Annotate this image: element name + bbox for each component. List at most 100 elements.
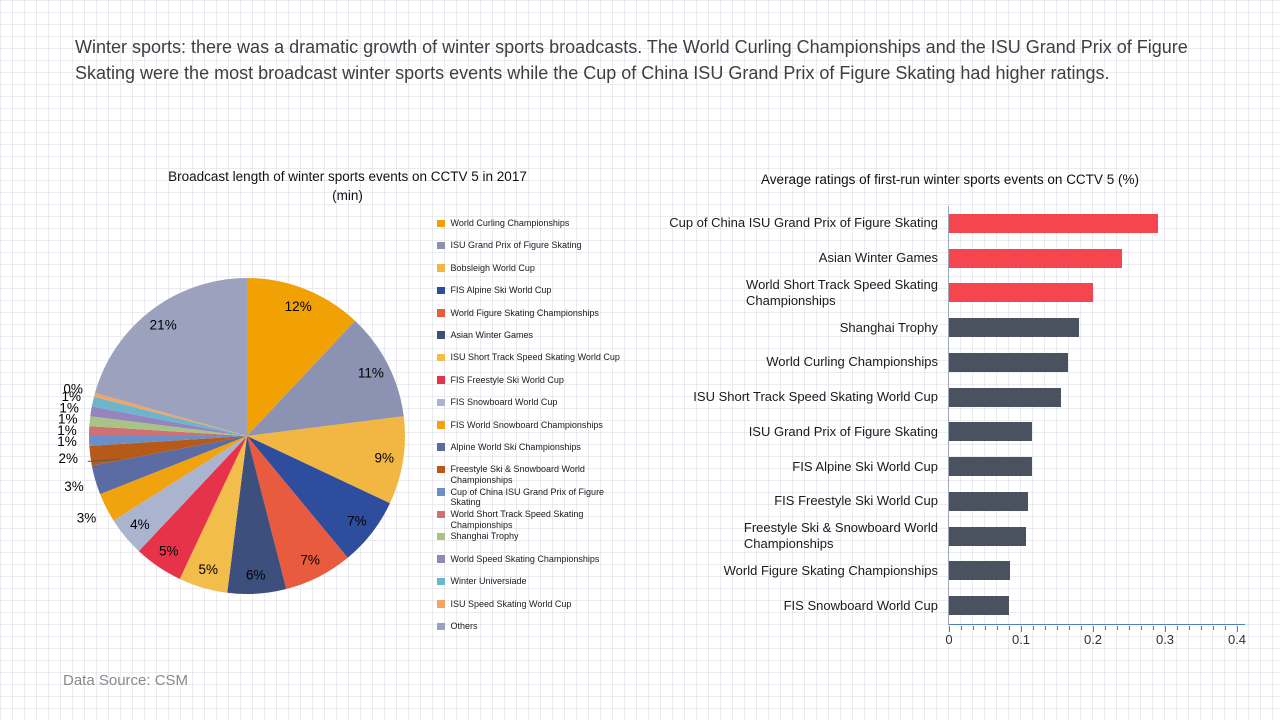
bar <box>949 283 1093 303</box>
axis-tick <box>1044 626 1046 630</box>
pie-slice <box>91 396 247 436</box>
bar <box>949 526 1027 546</box>
bar-category-label: ISU Short Track Speed Skating World Cup <box>640 380 938 415</box>
bar-category-label-text: ISU Grand Prix of Figure Skating <box>748 423 938 439</box>
legend-color-chip <box>437 443 445 451</box>
bar-category-label: FIS Snowboard World Cup <box>640 588 938 623</box>
headline: Winter sports: there was a dramatic grow… <box>75 37 1188 83</box>
pie-percent-label: 11% <box>358 365 384 380</box>
legend-label: ISU Speed Skating World Cup <box>450 598 572 609</box>
legend-item: World Figure Skating Championships <box>437 308 642 330</box>
legend-item: Cup of China ISU Grand Prix of Figure Sk… <box>437 487 642 509</box>
pie-percent-label: 1% <box>59 400 79 415</box>
pie-percent-label: 4% <box>130 517 150 532</box>
legend-color-chip <box>437 577 445 586</box>
axis-tick <box>1056 626 1058 630</box>
pie-percent-label: 0% <box>63 382 83 397</box>
bar <box>949 248 1122 268</box>
pie-slice <box>95 278 247 436</box>
legend-label: ISU Grand Prix of Figure Skating <box>450 240 582 251</box>
pie-percent-label: 5% <box>159 544 179 559</box>
axis-tick <box>1212 626 1214 630</box>
axis-tick <box>1200 626 1202 630</box>
pie-slice <box>93 392 248 436</box>
bar-category-label: Freestyle Ski & Snowboard World Champion… <box>640 519 938 554</box>
pie-percent-label: 6% <box>246 567 266 582</box>
bar-category-label: FIS Freestyle Ski World Cup <box>640 484 938 519</box>
legend-color-chip <box>437 465 445 474</box>
legend-item: Winter Universiade <box>437 576 642 598</box>
pie-percent-label: 1% <box>58 412 78 427</box>
pie-percent-label: 3% <box>64 479 84 494</box>
legend-item: Freestyle Ski & Snowboard World Champion… <box>437 464 642 486</box>
axis-tick-label: 0.3 <box>1155 632 1175 647</box>
legend-item: World Speed Skating Championships <box>437 554 642 576</box>
bar-category-label: ISU Grand Prix of Figure Skating <box>640 415 938 450</box>
legend-label: Winter Universiade <box>450 576 527 587</box>
legend-label: Alpine World Ski Championships <box>450 441 581 452</box>
pie-percent-label: 9% <box>375 450 395 465</box>
bar-category-label: Asian Winter Games <box>640 241 938 276</box>
legend-color-chip <box>437 510 445 519</box>
axis-tick <box>1128 626 1130 630</box>
legend-color-chip <box>437 488 445 496</box>
legend-item: Bobsleigh World Cup <box>437 263 642 285</box>
bar <box>949 387 1061 407</box>
pie-slice <box>100 436 247 521</box>
bar-category-label-text: World Figure Skating Championships <box>723 562 938 578</box>
bar-category-label-text: FIS Freestyle Ski World Cup <box>774 493 938 509</box>
pie-slice <box>89 416 247 436</box>
axis-tick <box>960 626 962 630</box>
bar-category-label-text: FIS Alpine Ski World Cup <box>792 458 938 474</box>
legend-item: FIS World Snowboard Championships <box>437 420 642 442</box>
pie-percent-label: 2% <box>59 451 79 466</box>
axis-tick <box>1224 626 1226 630</box>
bar <box>949 318 1079 338</box>
axis-tick <box>1104 626 1106 630</box>
legend-label: Asian Winter Games <box>450 329 534 340</box>
legend-item: World Curling Championships <box>437 218 642 240</box>
legend-item: ISU Speed Skating World Cup <box>437 599 642 621</box>
bar <box>949 561 1011 581</box>
legend-label: FIS Snowboard World Cup <box>450 397 558 408</box>
axis-tick <box>1020 626 1022 632</box>
axis-tick <box>1176 626 1178 630</box>
pie-leader-line <box>87 458 121 462</box>
legend-color-chip <box>437 353 445 362</box>
pie-chart: 12%11%9%7%7%6%5%5%4%3%3%2%1%1%1%1%1%0%21… <box>57 278 405 594</box>
axis-tick <box>1092 626 1094 632</box>
axis-tick-label: 0.1 <box>1011 632 1031 647</box>
legend-item: Asian Winter Games <box>437 330 642 352</box>
bar <box>949 422 1032 442</box>
pie-chart-title: Broadcast length of winter sports events… <box>168 169 527 203</box>
legend-item: FIS Freestyle Ski World Cup <box>437 375 642 397</box>
pie-percent-label: 3% <box>77 510 97 525</box>
legend-color-chip <box>437 622 445 631</box>
pie-slice <box>247 436 348 590</box>
bar-category-labels: Cup of China ISU Grand Prix of Figure Sk… <box>640 206 938 623</box>
legend-label: World Speed Skating Championships <box>450 553 600 564</box>
legend-item: World Short Track Speed Skating Champion… <box>437 509 642 531</box>
axis-tick <box>1164 626 1166 632</box>
axis-tick <box>1152 626 1154 630</box>
legend-color-chip <box>437 398 445 407</box>
pie-slice <box>247 416 405 504</box>
legend-item: Alpine World Ski Championships <box>437 442 642 464</box>
bar-category-label: FIS Alpine Ski World Cup <box>640 449 938 484</box>
legend-label: Cup of China ISU Grand Prix of Figure Sk… <box>450 486 605 508</box>
axis-tick <box>1188 626 1190 630</box>
axis-tick <box>1068 626 1070 630</box>
bar-plot-area <box>949 206 1249 623</box>
pie-percent-label: 1% <box>57 423 77 438</box>
legend-color-chip <box>437 241 445 250</box>
bar-axis-vertical-line <box>948 206 949 625</box>
axis-tick <box>996 626 998 630</box>
legend-label: FIS Alpine Ski World Cup <box>450 285 552 296</box>
axis-tick <box>1008 626 1010 630</box>
pie-slice <box>91 436 247 495</box>
legend-color-chip <box>437 421 445 429</box>
legend-color-chip <box>437 376 445 384</box>
pie-slice <box>89 436 247 466</box>
bar-x-tick-labels: 0 0.1 0.2 0.3 0.4 <box>945 632 1246 648</box>
legend-label: Freestyle Ski & Snowboard World Champion… <box>450 464 585 485</box>
